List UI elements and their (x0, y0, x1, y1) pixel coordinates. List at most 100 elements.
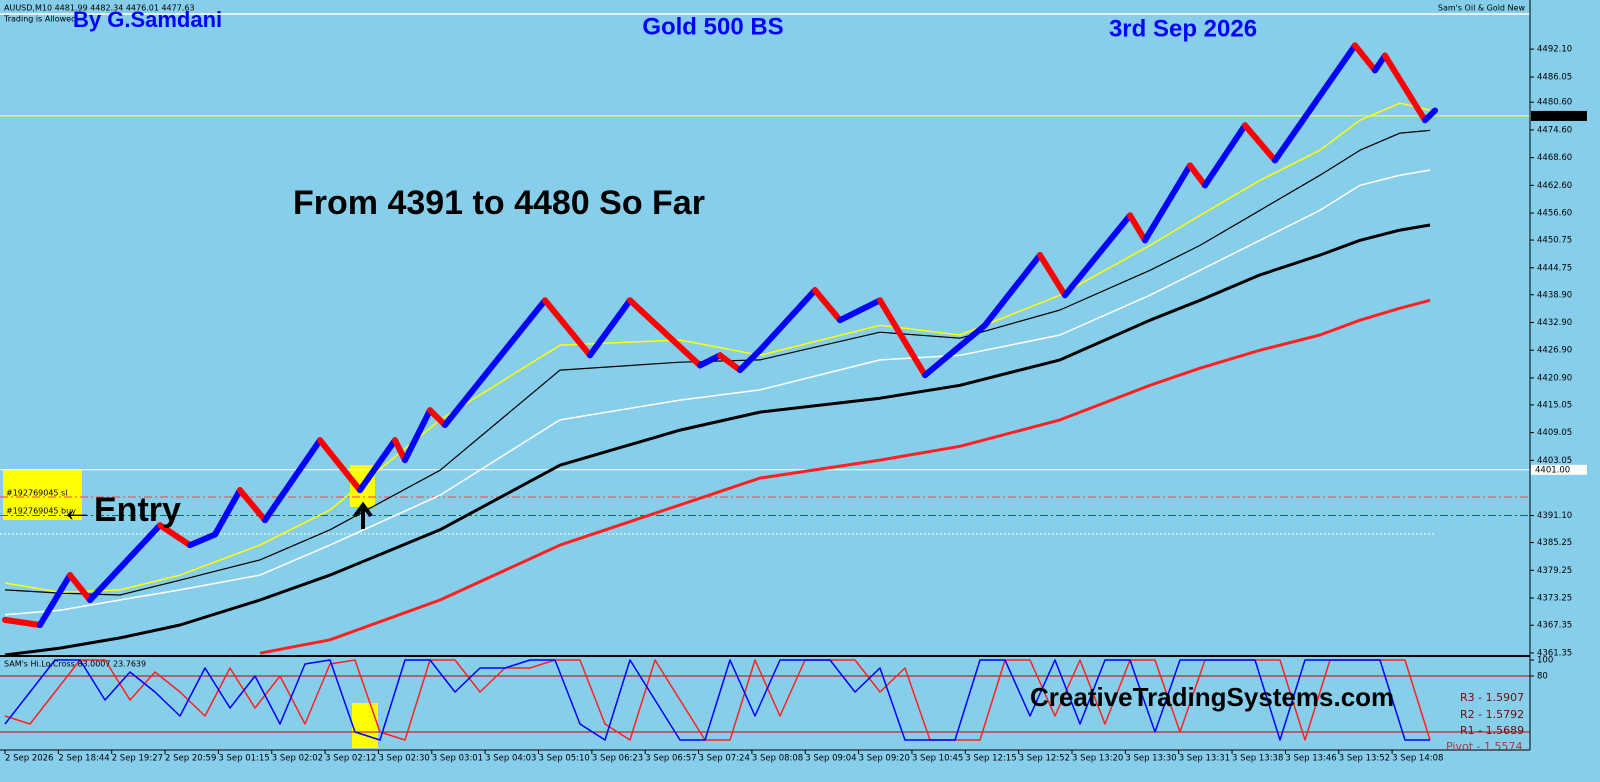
x-tick-label: 3 Sep 10:45 (912, 754, 963, 764)
price-swing (922, 322, 988, 379)
price-swing (1382, 52, 1428, 124)
price-swing (1062, 212, 1133, 299)
oscillator-tick-label: 100 (1537, 656, 1553, 666)
pivot-label: R3 - 1.5907 (1460, 691, 1524, 704)
price-level-box (1531, 464, 1587, 475)
y-tick-label: 4426.90 (1537, 346, 1572, 356)
entry-highlight (3, 470, 82, 520)
x-tick-label: 3 Sep 04:03 (485, 754, 536, 764)
order-label: #192769045 sl (6, 489, 67, 498)
author: By G.Samdani (73, 7, 222, 32)
price-swing (2, 616, 43, 628)
x-tick-label: 2 Sep 2026 (5, 754, 53, 764)
y-tick-label: 4462.60 (1537, 181, 1572, 191)
x-tick-label: 3 Sep 02:30 (378, 754, 429, 764)
price-swing (1272, 42, 1358, 164)
oscillator-line (4, 659, 1430, 741)
x-tick-label: 3 Sep 14:08 (1392, 754, 1443, 764)
price-swing (357, 437, 398, 494)
indicator-name: Sam's Oil & Gold New (1438, 4, 1526, 13)
oscillator-name: SAM's Hi.Lo.Cross 83.0007 23.7639 (4, 660, 146, 669)
price-swing (1352, 42, 1378, 74)
entry-arrow (353, 501, 373, 529)
x-tick-label: 2 Sep 19:27 (112, 754, 163, 764)
x-tick-label: 3 Sep 13:30 (1125, 754, 1176, 764)
y-tick-label: 4391.10 (1537, 511, 1572, 521)
price-swing (212, 487, 243, 538)
chart-title: Gold 500 BS (642, 13, 783, 40)
y-tick-label: 4456.60 (1537, 209, 1572, 219)
x-tick-label: 3 Sep 07:24 (699, 754, 750, 764)
y-tick-label: 4367.35 (1537, 621, 1572, 631)
y-tick-label: 4492.10 (1537, 45, 1572, 55)
oscillator-highlight (352, 703, 378, 748)
price-swing (87, 522, 163, 604)
price-swing (157, 522, 193, 549)
price-swing (317, 437, 363, 494)
price-swing (1202, 122, 1248, 189)
pivot-label: R1 - 1.5689 (1460, 724, 1524, 737)
moving-average (4, 169, 1431, 616)
trading-status: Trading is Allowed (3, 15, 76, 24)
y-tick-label: 4480.60 (1537, 98, 1572, 108)
website: CreativeTradingSystems.com (1030, 682, 1394, 712)
y-tick-label: 4385.25 (1537, 538, 1572, 548)
x-tick-label: 3 Sep 02:02 (272, 754, 323, 764)
x-tick-label: 3 Sep 03:01 (432, 754, 483, 764)
x-tick-label: 3 Sep 13:52 (1339, 754, 1390, 764)
price-level-label: 4401.00 (1535, 465, 1570, 475)
price-swing (982, 252, 1043, 329)
y-tick-label: 4474.60 (1537, 125, 1572, 135)
x-tick-label: 3 Sep 09:04 (805, 754, 856, 764)
price-swing (1142, 162, 1193, 244)
x-tick-label: 3 Sep 13:31 (1179, 754, 1230, 764)
y-tick-label: 4420.90 (1537, 373, 1572, 383)
y-tick-label: 4444.75 (1537, 263, 1572, 273)
price-swing (877, 297, 928, 379)
price-swing (737, 347, 763, 374)
price-swing (237, 487, 268, 524)
price-swing (262, 437, 323, 524)
symbol-info: AUUSD,M10 4481.99 4482.34 4476.01 4477.6… (4, 4, 195, 13)
pivot-label: Pivot - 1.5574 (1446, 740, 1522, 753)
price-swing (587, 297, 633, 359)
x-tick-label: 3 Sep 01:15 (218, 754, 269, 764)
price-swing (542, 297, 593, 359)
pivot-label: R2 - 1.5792 (1460, 708, 1524, 721)
y-tick-label: 4403.05 (1537, 456, 1572, 466)
price-swing (1422, 107, 1438, 124)
entry-label: ←Entry (60, 491, 181, 529)
chart-date: 3rd Sep 2026 (1109, 15, 1257, 42)
moving-average (4, 223, 1431, 657)
plot-area (0, 42, 1530, 741)
price-swing (67, 572, 93, 604)
x-tick-label: 3 Sep 02:12 (325, 754, 376, 764)
x-tick-label: 3 Sep 12:15 (965, 754, 1016, 764)
price-swing (1242, 122, 1278, 164)
x-tick-label: 3 Sep 12:52 (1019, 754, 1070, 764)
moving-average (259, 298, 1431, 655)
price-swing (627, 297, 703, 369)
price-swing (717, 352, 743, 374)
x-tick-label: 3 Sep 09:20 (859, 754, 910, 764)
y-tick-label: 4415.05 (1537, 400, 1572, 410)
price-swing (1187, 162, 1208, 189)
y-tick-label: 4468.60 (1537, 153, 1572, 163)
x-tick-label: 3 Sep 13:38 (1232, 754, 1283, 764)
price-swing (697, 352, 723, 369)
x-tick-label: 3 Sep 05:10 (539, 754, 590, 764)
price-swing (757, 287, 818, 354)
price-swing (427, 407, 448, 429)
moving-average (4, 129, 1431, 596)
y-tick-label: 4486.05 (1537, 73, 1572, 83)
oscillator-tick-label: 80 (1537, 672, 1548, 682)
price-swing (812, 287, 843, 324)
y-tick-label: 4409.05 (1537, 428, 1572, 438)
price-swing (837, 297, 883, 324)
y-tick-label: 4438.90 (1537, 290, 1572, 300)
x-tick-label: 2 Sep 18:44 (58, 754, 109, 764)
x-tick-label: 3 Sep 13:20 (1072, 754, 1123, 764)
order-label: #192769045 buy (6, 507, 76, 516)
